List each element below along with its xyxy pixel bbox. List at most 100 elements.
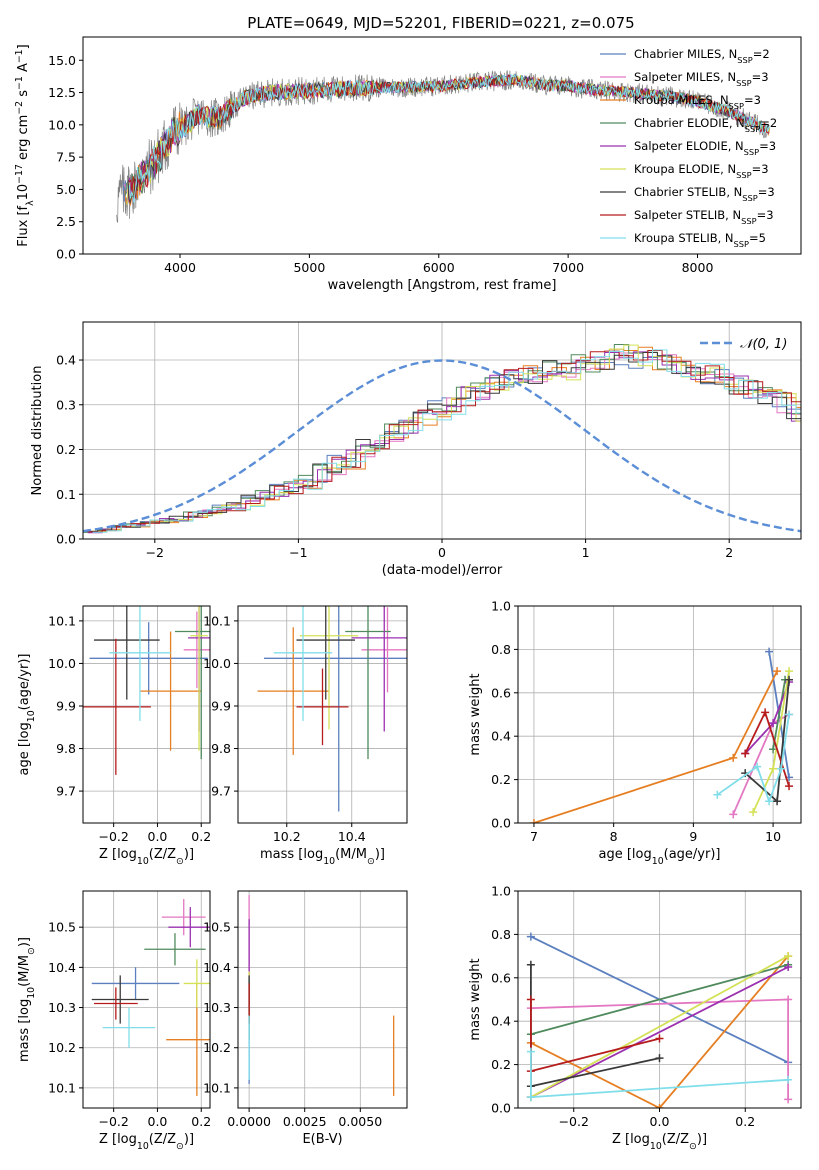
normal-distribution-curve	[83, 359, 801, 533]
age-vs-mass-x-axis-label: mass [log10(M/M⊙)]	[260, 847, 385, 867]
error-bar-point	[296, 606, 355, 700]
y-tick-label: 0.2	[56, 442, 76, 457]
error-bar-point	[257, 627, 329, 755]
y-tick-label: 10.2	[48, 1040, 76, 1055]
y-tick-label: 0.8	[491, 927, 511, 942]
error-bar-point	[351, 606, 407, 732]
mass-weight-marker	[785, 675, 794, 684]
y-tick-label: 9.7	[211, 784, 231, 799]
age-vs-Z-x-axis-label: Z [log10(Z/Z⊙)]	[99, 847, 194, 867]
y-tick-label: 2.5	[56, 214, 76, 229]
mass-weight-marker	[753, 762, 762, 771]
mass-weight-marker	[529, 819, 538, 823]
residual-histogram-panel: −2 −1 0 1 2 0.0 0.1 0.2 0.3 0.4 𝒩(0, 1) (data-model…	[30, 321, 802, 578]
mass-vs-Z-panel: −0.2 0.0 0.2 10.1 10.2 10.3 10.4 10.5 Z [log10(Z…	[17, 890, 211, 1152]
residual-histogram-step	[83, 352, 801, 532]
legend-entry-label: Chabrier MILES, NSSP=2	[634, 47, 770, 65]
mass-weight-series	[741, 708, 794, 791]
mass-weight-marker	[729, 810, 738, 819]
mass-weight-line	[530, 955, 789, 1108]
y-tick-label: 0.0	[56, 532, 76, 547]
x-tick-label: 0.2	[191, 829, 211, 844]
legend-entry-label: Chabrier ELODIE, NSSP=2	[634, 116, 777, 134]
mass-weight-series	[526, 1047, 793, 1102]
weight-vs-Z-plot-area	[518, 891, 801, 1108]
residual-histogram-y-axis-label: Normed distribution	[30, 366, 45, 496]
y-tick-label: 10.0	[203, 656, 231, 671]
spectrum-plot-area	[116, 70, 771, 223]
weight-vs-age-plot-area	[518, 606, 801, 823]
x-tick-label: −1	[289, 545, 307, 560]
y-tick-label: 10.3	[48, 1000, 76, 1015]
mass-weight-marker	[785, 710, 794, 719]
weight-vs-Z-gridlines	[518, 891, 801, 1108]
residual-histogram-x-axis-label: (data-model)/error	[382, 563, 503, 578]
y-tick-label: 1.0	[491, 884, 511, 899]
weight-vs-Z-panel: −0.2 0.0 0.2 0.0 0.2 0.4 0.6 0.8 1.0 Z [log10(Z/Z…	[468, 884, 802, 1152]
mass-weight-line	[530, 955, 789, 1098]
mass-weight-marker	[784, 995, 793, 1004]
mass-weight-marker	[655, 1104, 664, 1108]
y-tick-label: 10.5	[48, 920, 76, 935]
error-bar-point	[174, 606, 210, 760]
mass-weight-marker	[526, 1047, 535, 1056]
error-bar-point	[139, 631, 202, 751]
age-vs-mass-plot-area	[238, 606, 407, 823]
x-tick-label: 7	[530, 829, 538, 844]
y-tick-label: 10.1	[48, 1080, 76, 1095]
mass-weight-marker	[773, 667, 782, 676]
mass-vs-EBV-gridlines	[238, 891, 407, 1108]
weight-vs-age-panel: 7 8 9 10 0.0 0.2 0.4 0.6 0.8 1.0 age [log10(age/yr…	[468, 599, 802, 867]
x-tick-label: 1	[582, 545, 590, 560]
x-tick-label: 5000	[293, 260, 325, 275]
legend-entry-label: Chabrier STELIB, NSSP=3	[634, 185, 775, 203]
y-tick-label: 15.0	[48, 53, 76, 68]
x-tick-label: 0	[438, 545, 446, 560]
x-tick-label: 7000	[552, 260, 584, 275]
y-tick-label: 0.0	[491, 1101, 511, 1116]
error-bar-point	[273, 606, 333, 721]
mass-vs-EBV-plot-area	[238, 891, 407, 1108]
weight-vs-age-y-axis-label: mass weight	[468, 673, 483, 755]
residual-histogram-step	[87, 350, 801, 533]
error-bar-point	[83, 638, 151, 775]
y-tick-label: 0.4	[491, 729, 511, 744]
mass-vs-Z-plot-area	[83, 891, 210, 1108]
y-tick-label: 0.2	[491, 772, 511, 787]
mass-vs-EBV-x-axis-label: E(B-V)	[302, 1132, 342, 1147]
y-tick-label: 0.0	[56, 247, 76, 262]
x-tick-label: 0.0	[650, 1114, 670, 1129]
error-bar-point	[102, 1007, 156, 1048]
mass-weight-line	[772, 679, 786, 750]
spectrum-legend: Chabrier MILES, NSSP=2 Salpeter MILES, NS…	[600, 47, 777, 249]
mass-vs-EBV-frame	[237, 890, 408, 1109]
x-tick-label: 2	[725, 545, 733, 560]
y-tick-label: 9.8	[211, 741, 231, 756]
age-vs-Z-frame	[82, 605, 211, 824]
normal-curve-legend-label: 𝒩(0, 1)	[740, 337, 787, 352]
residual-histogram-step	[92, 349, 801, 533]
x-tick-label: −0.2	[98, 829, 128, 844]
x-tick-label: 0.2	[735, 1114, 755, 1129]
x-tick-label: 10.4	[338, 829, 366, 844]
error-bar-point	[144, 933, 206, 966]
mass-weight-marker	[713, 790, 722, 799]
mass-weight-line	[530, 964, 660, 1088]
y-tick-label: 7.5	[56, 150, 76, 165]
mass-vs-Z-x-axis-label: Z [log10(Z/Z⊙)]	[99, 1132, 194, 1152]
mass-weight-marker	[784, 1075, 793, 1084]
legend-entry-label: Kroupa ELODIE, NSSP=3	[634, 162, 769, 180]
x-tick-label: 8	[610, 829, 618, 844]
mass-weight-series	[729, 710, 794, 819]
weight-vs-Z-x-axis-label: Z [log10(Z/Z⊙)]	[612, 1132, 707, 1152]
mass-weight-marker	[741, 749, 750, 758]
x-tick-label: 10	[765, 829, 781, 844]
error-bar-point	[183, 611, 210, 689]
mass-weight-marker	[765, 797, 774, 806]
y-tick-label: 9.9	[56, 698, 76, 713]
error-bar-point	[168, 907, 210, 948]
mass-weight-marker	[761, 708, 770, 717]
legend-entry-label: Kroupa MILES, NSSP=3	[634, 93, 761, 111]
y-tick-label: 12.5	[48, 85, 76, 100]
